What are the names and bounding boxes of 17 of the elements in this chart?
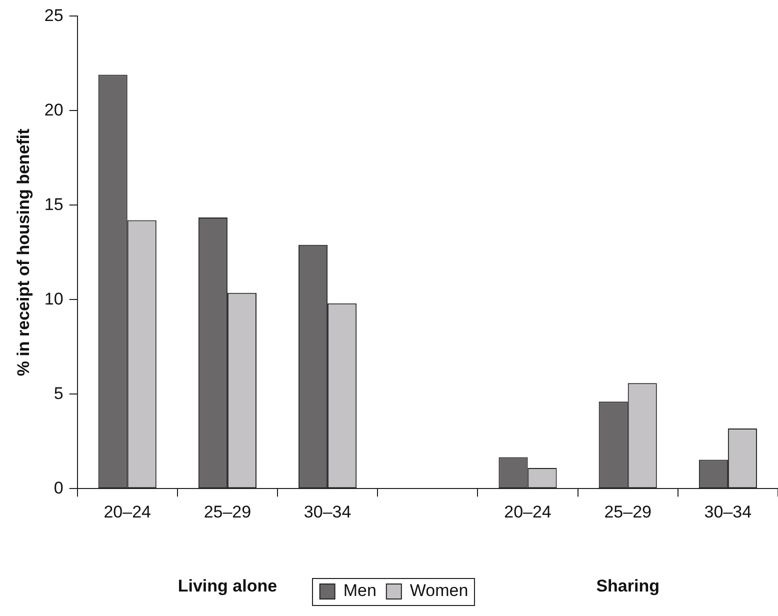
x-tick-label: 20–24: [104, 502, 151, 522]
x-tick-label: 30–34: [704, 502, 752, 522]
y-tick-label: 20: [44, 100, 64, 120]
x-tick-label: 25–29: [204, 502, 252, 522]
x-tick-label: 20–24: [504, 502, 552, 522]
text: Living alone: [178, 576, 278, 596]
y-tick-label: 5: [54, 384, 64, 403]
legend-label: Men: [343, 581, 376, 600]
y-tick-label: 25: [44, 6, 64, 25]
x-tick-label: 25–29: [604, 502, 652, 522]
y-tick-label: 10: [44, 289, 64, 308]
y-tick-label: 0: [54, 478, 64, 498]
x-tick-label: 30–34: [304, 502, 352, 522]
text: Sharing: [596, 576, 660, 596]
legend-label: Women: [410, 581, 468, 600]
y-axis-title: % in receipt of housing benefit: [14, 128, 33, 376]
y-tick-label: 15: [44, 194, 64, 214]
